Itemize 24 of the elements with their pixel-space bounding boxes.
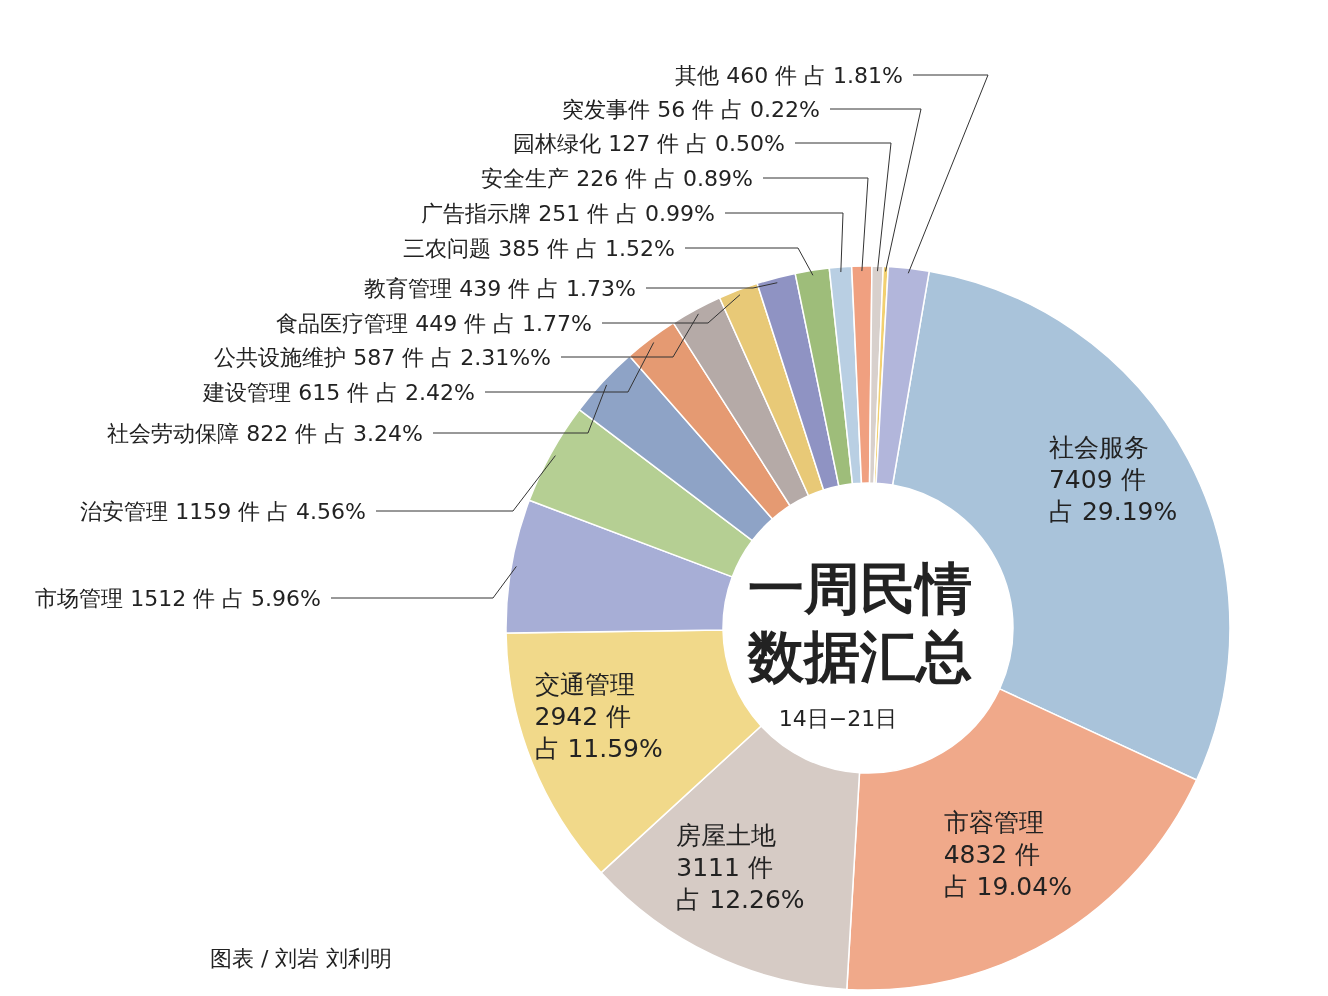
slice-label: 社会劳动保障 822 件 占 3.24% xyxy=(107,421,423,446)
data-label: 4832 件占 19.04% xyxy=(943,840,1072,902)
slice-label: 广告指示牌 251 件 占 0.99% xyxy=(421,201,715,226)
slice-label: 社会服务 xyxy=(1048,433,1149,463)
slice-label: 其他 460 件 占 1.81% xyxy=(675,63,903,88)
text: 14日−21日 xyxy=(778,706,898,731)
slice-label: 市场管理 1512 件 占 5.96% xyxy=(35,586,321,611)
slice-label: 园林绿化 127 件 占 0.50% xyxy=(513,131,785,156)
slice-label: 食品医疗管理 449 件 占 1.77% xyxy=(276,311,592,336)
data-label: 2942 件占 11.59% xyxy=(534,701,663,763)
slice-label: 安全生产 226 件 占 0.89% xyxy=(481,166,753,191)
slice-label: 公共设施维护 587 件 占 2.31%% xyxy=(214,345,551,370)
slice-label: 交通管理 xyxy=(534,669,635,699)
text: 图表 / 刘岩 刘利明 xyxy=(210,946,393,971)
slice-label: 房屋土地 xyxy=(676,821,777,851)
slice-label: 三农问题 385 件 占 1.52% xyxy=(403,236,675,261)
slice-label: 建设管理 615 件 占 2.42% xyxy=(202,380,475,405)
slice-label: 突发事件 56 件 占 0.22% xyxy=(562,97,820,122)
text: 一周民情数据汇总 xyxy=(746,555,972,689)
slice-label: 市容管理 xyxy=(943,808,1044,838)
slice-label: 教育管理 439 件 占 1.73% xyxy=(364,276,636,301)
data-label: 3111 件占 12.26% xyxy=(676,853,805,915)
data-label: 7409 件占 29.19% xyxy=(1048,465,1178,527)
slice-label: 治安管理 1159 件 占 4.56% xyxy=(80,499,366,524)
